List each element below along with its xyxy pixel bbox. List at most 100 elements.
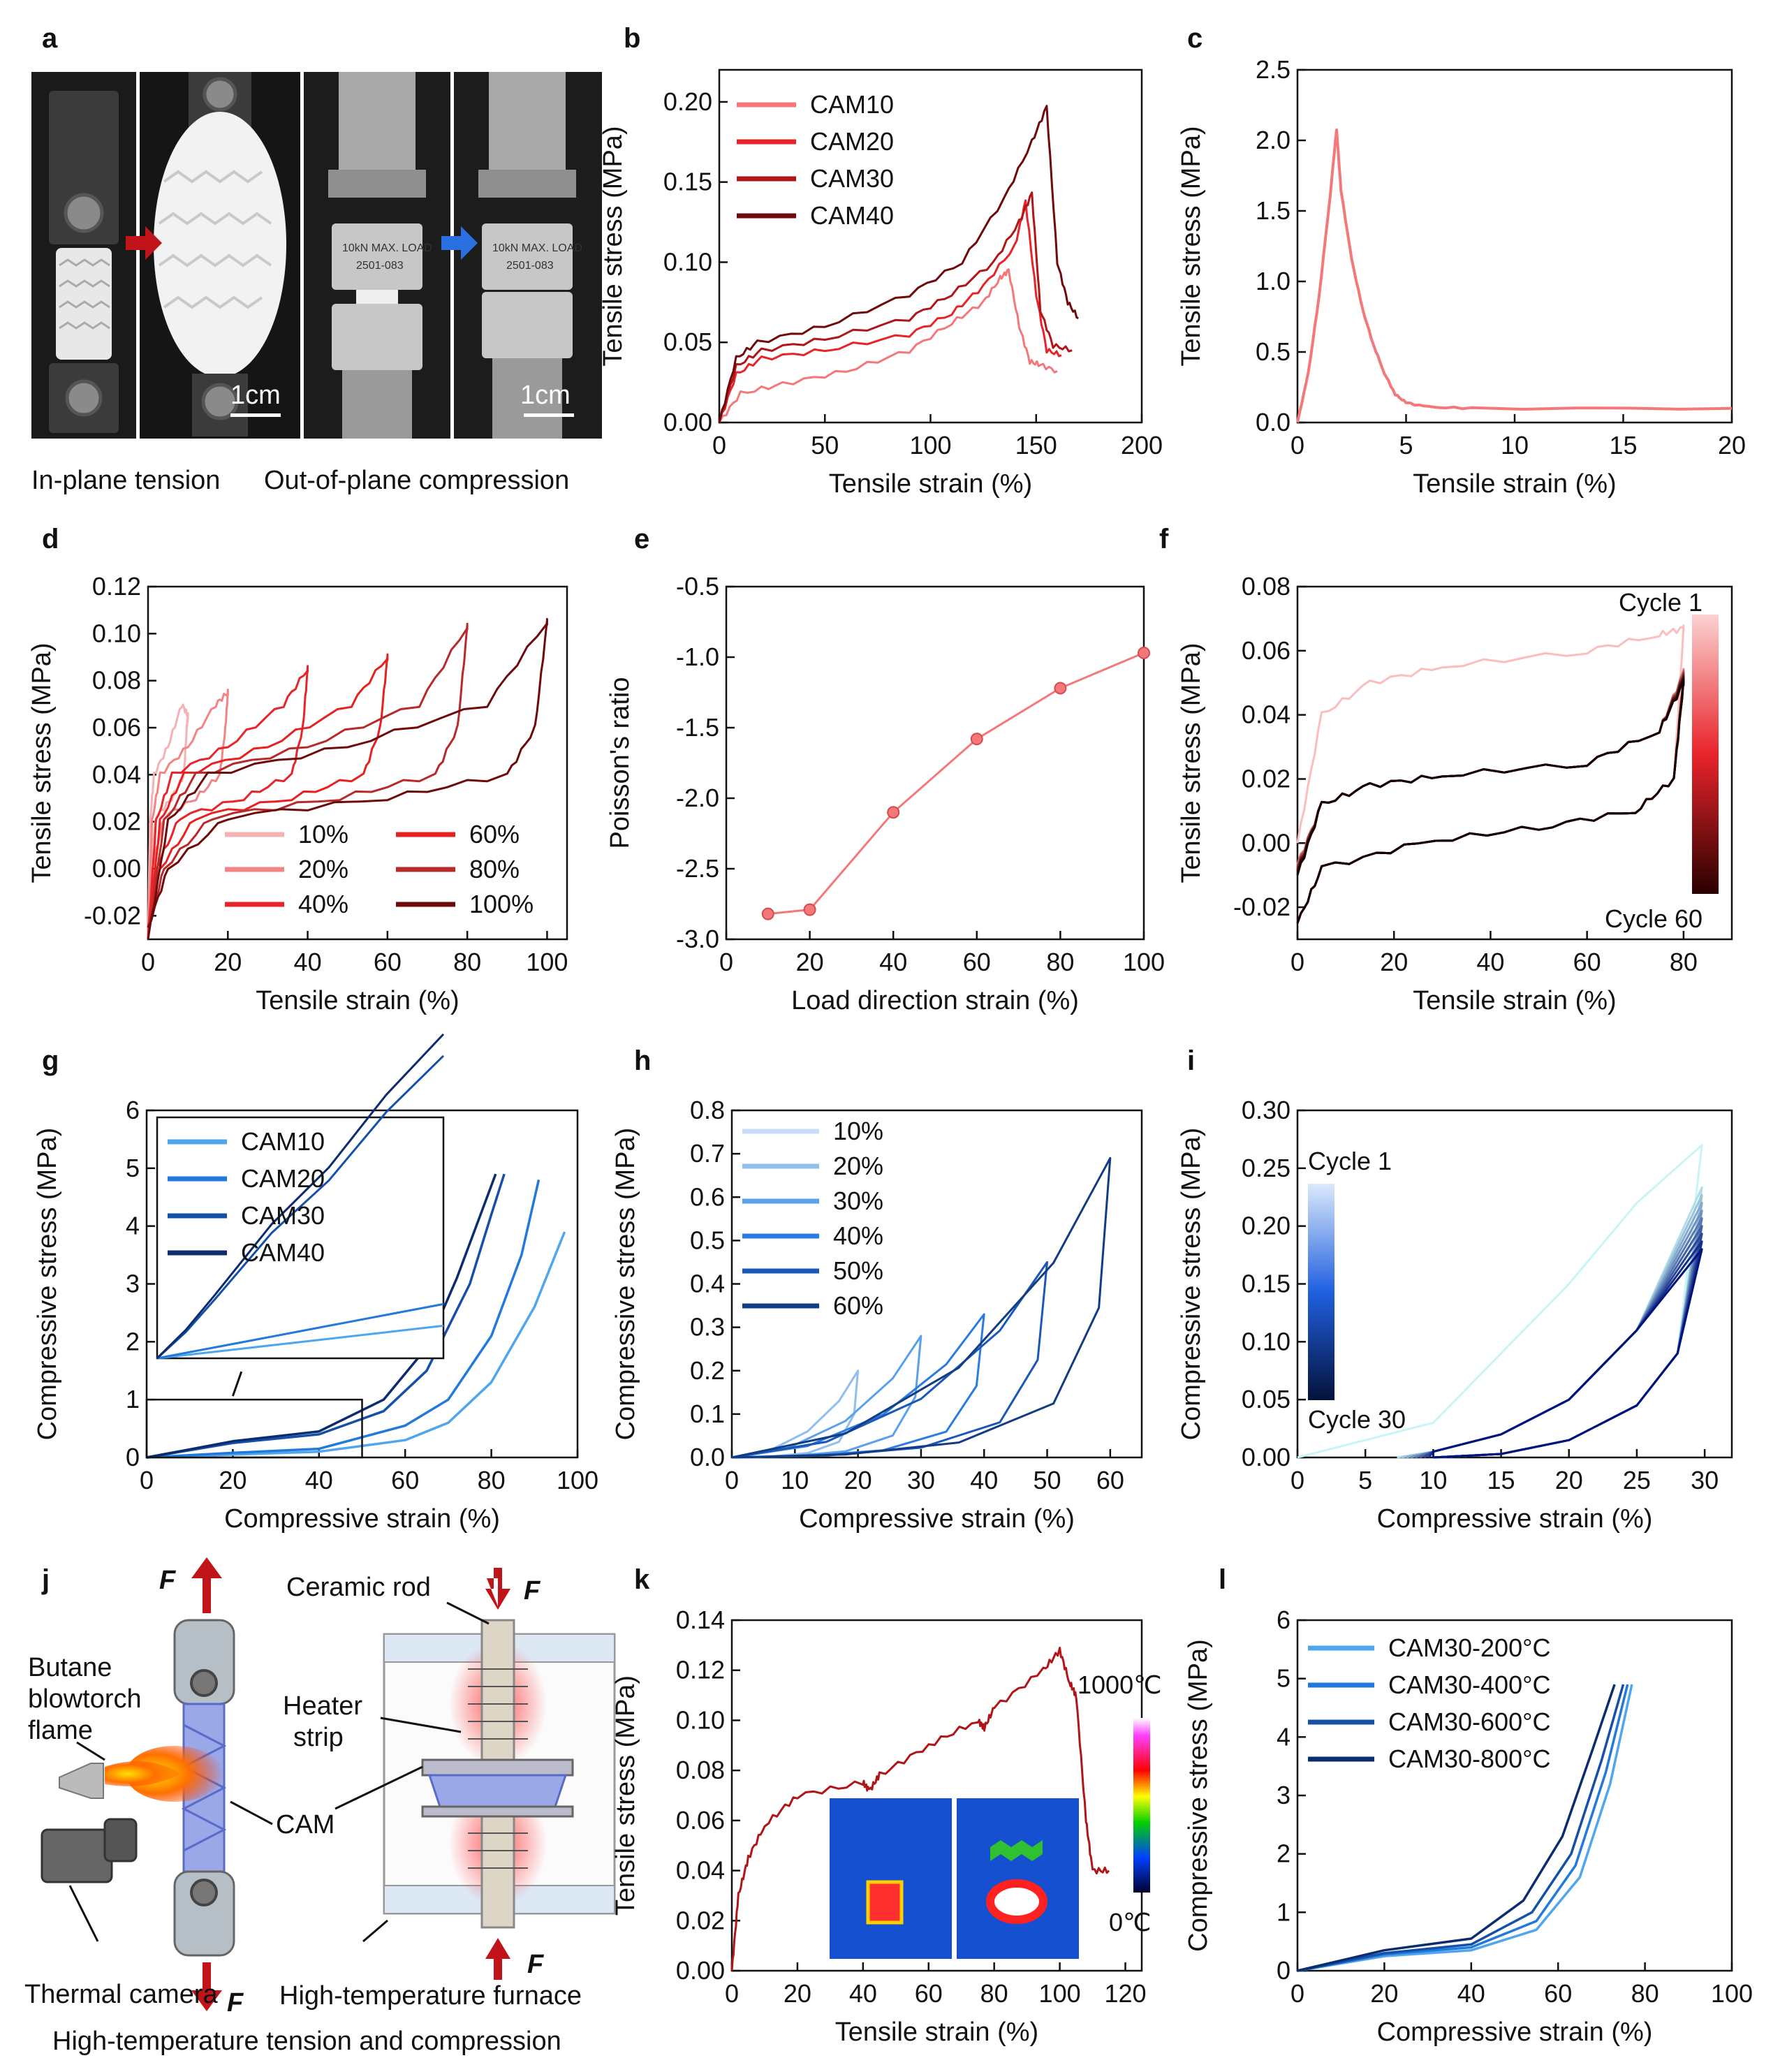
x-tick-label-d: 80 xyxy=(453,948,481,976)
colorbar-i xyxy=(1308,1184,1334,1400)
series-line-CAM10 xyxy=(146,1231,566,1459)
plot-frame-b xyxy=(718,68,1143,424)
label-thermal-camera: Thermal camera xyxy=(24,1980,218,2009)
chart-d: 0 20 40 60 80 100 -0.02 0.00 0.02 0.04 0.06 0.08 0.1… xyxy=(27,572,568,1015)
y-tick-label-l: 0 xyxy=(1277,1956,1290,1985)
y-tick-label-i: 0.00 xyxy=(1242,1443,1290,1471)
series-line-80% xyxy=(147,622,469,940)
cycle-line-f xyxy=(1296,668,1685,924)
cycle-line-i xyxy=(1427,1240,1703,1459)
x-axis-label-h: Compressive strain (%) xyxy=(799,1504,1075,1534)
y-tick-label-l: 1 xyxy=(1277,1897,1290,1926)
x-tick-label-g: 20 xyxy=(219,1466,247,1494)
series-line-CAM20 xyxy=(146,1180,540,1459)
y-tick-label-b: 0.05 xyxy=(663,328,712,356)
x-tick-label-b: 200 xyxy=(1121,431,1163,460)
legend-d-label: 80% xyxy=(469,855,520,883)
charts-layer: 0 50 100 150 2000.000.050.100.150.20Tensile … xyxy=(27,55,1753,2047)
load-cell-label-1: 10kN MAX. LOAD xyxy=(342,242,432,254)
panel-label-f: f xyxy=(1159,524,1169,554)
flame-icon xyxy=(105,1761,182,1786)
x-tick-label-d: 100 xyxy=(526,948,568,976)
x-tick-label-k: 100 xyxy=(1039,1979,1081,2008)
series-line-30% xyxy=(731,1335,922,1459)
y-axis-label-e: Poisson's ratio xyxy=(605,677,635,849)
thermal-flame-after xyxy=(990,1840,1043,1861)
legend-d-label: 100% xyxy=(469,890,534,918)
series-line-k xyxy=(730,1647,1110,1971)
force-label-furnace-bottom: F xyxy=(527,1950,545,1979)
x-tick-label-l: 60 xyxy=(1544,1979,1572,2008)
legend-b-label: CAM20 xyxy=(810,127,894,156)
y-tick-label-d: -0.02 xyxy=(84,901,141,930)
y-tick-label-b: 0.10 xyxy=(663,247,712,276)
x-tick-label-f: 40 xyxy=(1476,948,1504,976)
label-heater-1: Heater xyxy=(283,1691,362,1721)
cycle-line-f xyxy=(1296,671,1685,924)
legend-b-label: CAM10 xyxy=(810,90,894,119)
legend-d-label: 60% xyxy=(469,820,520,848)
y-tick-label-f: 0.04 xyxy=(1242,700,1290,729)
cycle-line-f xyxy=(1296,624,1685,924)
series-line-CAM40 xyxy=(718,105,1079,423)
y-tick-label-c: 0.5 xyxy=(1256,337,1290,366)
chart-i: 0 5 10 15 20 25 30 0.00 0.05 0.10 0.15 0.20 0.25 0.30… xyxy=(1177,1096,1733,1534)
y-tick-label-k: 0.02 xyxy=(676,1906,725,1934)
x-tick-label-c: 10 xyxy=(1501,431,1529,460)
x-tick-label-b: 150 xyxy=(1015,431,1057,460)
y-tick-label-k: 0.10 xyxy=(676,1705,725,1734)
x-tick-label-k: 60 xyxy=(915,1979,943,2008)
x-axis-label-f: Tensile strain (%) xyxy=(1413,986,1616,1015)
cycle-line-i xyxy=(1419,1225,1703,1459)
y-tick-label-i: 0.25 xyxy=(1242,1154,1290,1182)
x-tick-label-b: 0 xyxy=(712,431,726,460)
y-tick-label-l: 3 xyxy=(1277,1781,1290,1809)
legend-h-label: 40% xyxy=(833,1221,883,1250)
cycle-line-i xyxy=(1432,1248,1703,1459)
x-axis-label-b: Tensile strain (%) xyxy=(829,469,1032,499)
cycle-line-f xyxy=(1296,677,1685,924)
y-axis-label-h: Compressive stress (MPa) xyxy=(611,1128,640,1441)
x-tick-label-l: 80 xyxy=(1631,1979,1659,2008)
y-tick-label-e: -1.5 xyxy=(676,713,719,742)
x-tick-label-g: 100 xyxy=(557,1466,598,1494)
cycle-line-i xyxy=(1397,1186,1703,1459)
x-tick-label-d: 20 xyxy=(214,948,242,976)
y-tick-label-f: 0.02 xyxy=(1242,764,1290,793)
y-tick-label-d: 0.06 xyxy=(92,713,141,742)
legend-g-label: CAM40 xyxy=(241,1238,325,1267)
y-axis-label-l: Compressive stress (MPa) xyxy=(1184,1639,1213,1952)
data-point-e xyxy=(970,733,983,746)
legend-b-label: CAM40 xyxy=(810,201,894,230)
colorbar-top-label-k: 1000℃ xyxy=(1078,1670,1162,1699)
panel-label-e: e xyxy=(634,524,649,554)
x-tick-label-h: 0 xyxy=(725,1466,739,1494)
x-tick-label-i: 15 xyxy=(1487,1466,1515,1494)
label-butane-3: flame xyxy=(28,1716,93,1745)
x-tick-label-f: 20 xyxy=(1380,948,1408,976)
label-cam: CAM xyxy=(276,1810,334,1839)
x-tick-label-k: 40 xyxy=(849,1979,877,2008)
x-tick-label-c: 0 xyxy=(1290,431,1304,460)
caption-high-temperature: High-temperature tension and compression xyxy=(52,2027,561,2056)
legend-g-label: CAM10 xyxy=(241,1127,325,1156)
x-tick-label-e: 60 xyxy=(963,948,991,976)
legend-d-label: 20% xyxy=(298,855,348,883)
x-tick-label-h: 40 xyxy=(970,1466,998,1494)
x-axis-label-l: Compressive strain (%) xyxy=(1377,2018,1653,2047)
x-tick-label-k: 0 xyxy=(725,1979,739,2008)
colorbar-f xyxy=(1692,615,1719,894)
cycle-line-i xyxy=(1423,1233,1703,1459)
cycle-line-i xyxy=(1401,1194,1703,1459)
x-tick-label-l: 100 xyxy=(1711,1979,1753,2008)
legend-l-label: CAM30-800°C xyxy=(1388,1744,1551,1773)
data-point-e xyxy=(887,806,900,819)
colorbar-bottom-label-f: Cycle 60 xyxy=(1605,904,1703,933)
x-tick-label-i: 0 xyxy=(1290,1466,1304,1494)
y-tick-label-h: 0.5 xyxy=(690,1226,725,1254)
y-tick-label-f: 0.06 xyxy=(1242,636,1290,665)
legend-d-label: 40% xyxy=(298,890,348,918)
y-axis-label-i: Compressive stress (MPa) xyxy=(1177,1128,1206,1441)
y-tick-label-k: 0.04 xyxy=(676,1856,725,1885)
force-arrow-down-icon xyxy=(191,1962,222,2011)
